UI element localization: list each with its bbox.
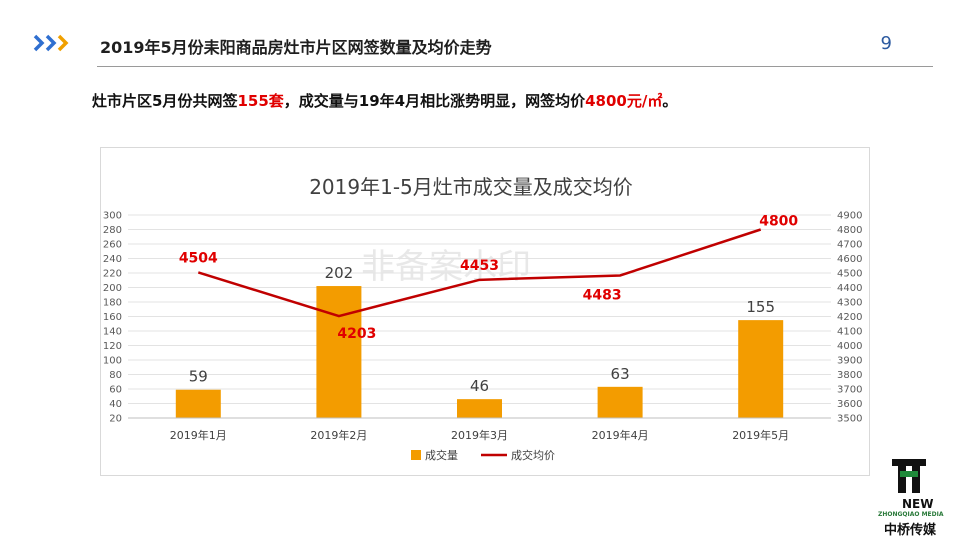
line-series (197, 228, 762, 318)
x-tick-label: 2019年5月 (732, 428, 789, 442)
chart: 非备案水印 2019年1-5月灶市成交量及成交均价 20 40 60 80 100 120… (103, 175, 863, 462)
legend-bar-label: 成交量 (425, 448, 458, 462)
chevron-right-icon (33, 34, 69, 52)
y-left-tick-label: 100 (103, 356, 122, 367)
summary-text: 灶市片区5月份共网签155套，成交量与19年4月相比涨势明显，网签均价4800元… (92, 90, 677, 111)
y-right-tick-label: 4300 (837, 298, 862, 309)
legend-line-label: 成交均价 (511, 448, 555, 462)
y-right-tick-label: 4400 (837, 283, 862, 294)
y-right-tick-label: 3500 (837, 414, 862, 425)
summary-part1: 灶市片区5月份共网签 (92, 92, 238, 110)
y-right-tick-label: 3800 (837, 370, 862, 381)
summary-count: 155套 (237, 92, 284, 110)
y-right-tick-label: 4100 (837, 327, 862, 338)
y-right-tick-label: 4700 (837, 240, 862, 251)
logo-sub-text: ZHONGQIAO MEDIA (878, 511, 944, 518)
header: 2019年5月份耒阳商品房灶市片区网签数量及均价走势 9 (0, 0, 960, 70)
y-axis-left: 20 40 60 80 100 120 140 160 180 200 220 240 260 280 30… (103, 211, 122, 425)
y-axis-right: 3500 3600 3700 3800 3900 4000 4100 4200 4300 4400… (837, 211, 862, 425)
y-left-tick-label: 220 (103, 269, 122, 280)
y-right-tick-label: 3700 (837, 385, 862, 396)
summary-part3: 。 (662, 92, 678, 110)
line-value-label: 4453 (460, 258, 499, 274)
series-line (197, 228, 762, 318)
bar-value-label: 63 (611, 365, 630, 383)
line-value-label: 4504 (179, 250, 218, 266)
header-divider (97, 66, 933, 67)
company-logo: NEW ZHONGQIAO MEDIA 中桥传媒 (878, 455, 948, 538)
summary-price: 4800元/㎡ (585, 92, 663, 110)
bar (316, 286, 362, 418)
y-left-tick-label: 200 (103, 283, 122, 294)
x-tick-label: 2019年1月 (170, 428, 227, 442)
y-right-tick-label: 3600 (837, 399, 862, 410)
x-tick-label: 2019年3月 (451, 428, 508, 442)
logo-brand-text: 中桥传媒 (884, 523, 937, 538)
y-right-tick-label: 4900 (837, 211, 862, 222)
x-axis: 2019年1月 2019年2月 2019年3月 2019年4月 2019年5月 (128, 417, 831, 442)
y-left-tick-label: 60 (109, 385, 122, 396)
y-left-tick-label: 140 (103, 327, 122, 338)
line-value-label: 4800 (759, 214, 798, 230)
y-right-tick-label: 4200 (837, 312, 862, 323)
y-left-tick-label: 180 (103, 298, 122, 309)
page-number: 9 (880, 33, 892, 54)
y-left-tick-label: 300 (103, 211, 122, 222)
legend-bar-swatch (411, 450, 421, 460)
watermark-text: 非备案水印 (361, 247, 531, 287)
legend: 成交量 成交均价 (411, 448, 555, 462)
y-left-tick-label: 280 (103, 225, 122, 236)
bar-value-label: 202 (325, 264, 354, 282)
y-left-tick-label: 240 (103, 254, 122, 265)
y-left-tick-label: 20 (109, 414, 122, 425)
y-left-tick-label: 40 (109, 399, 122, 410)
summary-part2: ，成交量与19年4月相比涨势明显，网签均价 (283, 92, 586, 110)
line-value-label: 4203 (337, 326, 376, 342)
bar-value-label: 155 (746, 298, 775, 316)
logo-new-text: NEW (902, 497, 934, 511)
bar-value-label: 46 (470, 377, 489, 395)
y-right-tick-label: 4600 (837, 254, 862, 265)
x-tick-label: 2019年2月 (310, 428, 367, 442)
bar (597, 386, 643, 418)
y-left-tick-label: 120 (103, 341, 122, 352)
y-left-tick-label: 260 (103, 240, 122, 251)
bar (175, 389, 221, 418)
y-right-tick-label: 4500 (837, 269, 862, 280)
chart-frame: 非备案水印 2019年1-5月灶市成交量及成交均价 20 40 60 80 100 120… (100, 147, 870, 476)
y-left-tick-label: 80 (109, 370, 122, 381)
y-right-tick-label: 4000 (837, 341, 862, 352)
chart-title: 2019年1-5月灶市成交量及成交均价 (309, 175, 633, 199)
page-title: 2019年5月份耒阳商品房灶市片区网签数量及均价走势 (100, 38, 492, 57)
bar (738, 320, 784, 418)
y-right-tick-label: 3900 (837, 356, 862, 367)
bar-labels: 59 202 46 63 155 (189, 264, 775, 395)
line-value-label: 4483 (583, 287, 622, 303)
bar (457, 399, 502, 418)
y-right-tick-label: 4800 (837, 225, 862, 236)
company-logo-icon (892, 459, 926, 493)
bar-series (175, 286, 784, 418)
line-labels: 4504 4203 4453 4483 4800 (179, 214, 799, 343)
y-left-tick-label: 160 (103, 312, 122, 323)
bar-value-label: 59 (189, 368, 208, 386)
x-tick-label: 2019年4月 (592, 428, 649, 442)
